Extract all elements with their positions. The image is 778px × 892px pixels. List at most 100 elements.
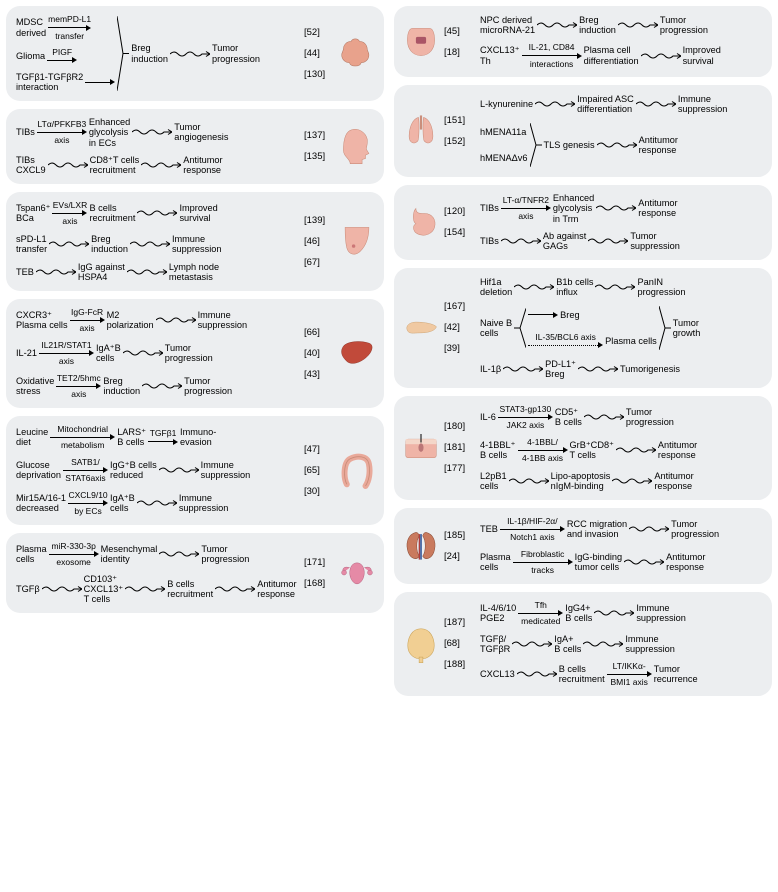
pathway-row: Hif1adeletionB1b cellsinfluxPanINprogres… [480, 276, 762, 298]
breast-icon [340, 224, 374, 258]
reference-citation: [67] [304, 257, 334, 268]
pathway-edge [596, 204, 636, 212]
pathway-node: TGFβ [16, 584, 40, 594]
pathway-edge [624, 558, 664, 566]
reference-citation: [135] [304, 151, 334, 162]
pathway-node: IL-1β [480, 364, 501, 374]
pathway-edge [170, 50, 210, 58]
pathway-row: IL-21IL21R/STAT1axisIgA⁺BcellsTumorprogr… [16, 340, 298, 367]
organ-box: TIBsLTα/PFKFB3axisEnhancedglycolysisin E… [6, 109, 384, 184]
pathway-node: L2pB1cells [480, 471, 507, 492]
pathway-edge [594, 609, 634, 617]
pathway-node: L-kynurenine [480, 99, 533, 109]
pathway-node: TIBs [16, 127, 35, 137]
pathway-node: Impaired ASCdifferentiation [577, 94, 634, 115]
pathway-row: IL-4/6/10PGE2TfhmedicatedIgG4+B cellsImm… [480, 600, 762, 627]
pathway-edge [595, 283, 635, 291]
reference-citation: [171] [304, 557, 334, 568]
pathway-row: PlasmacellsFibroblastictracksIgG-binding… [480, 549, 762, 576]
right-column: [45][18]NPC derivedmicroRNA-21Breginduct… [394, 6, 772, 696]
pathway-node: TEB [16, 267, 34, 277]
pathway-row: TIBsLTα/PFKFB3axisEnhancedglycolysisin E… [16, 117, 298, 148]
pathways-container: L-kynurenineImpaired ASCdifferentiationI… [480, 93, 762, 169]
pathway-node: B cellsrecruitment [167, 579, 213, 600]
pathway-node: 4-1BBL⁺B cells [480, 440, 516, 461]
pathways-container: TEBIL-1β/HIF-2α/Notch1 axisRCC migration… [480, 516, 762, 576]
pathways-container: CXCR3⁺Plasma cellsIgG-FcRaxisM2polarizat… [16, 307, 298, 400]
pathway-edge [137, 209, 177, 217]
uterus-icon [340, 558, 374, 587]
pathway-node: Tumorprogression [184, 376, 232, 397]
pathway-edge [132, 128, 172, 136]
pathway-node: PD-L1⁺Breg [545, 359, 576, 380]
pathways-container: PlasmacellsmiR-330-3pexosomeMesenchymali… [16, 541, 298, 605]
pathway-node: IL-4/6/10PGE2 [480, 603, 516, 624]
pathway-node: Immunesuppression [636, 603, 686, 624]
pathway-node: IL-6 [480, 412, 496, 422]
reference-citation: [47] [304, 444, 334, 455]
pathway-row: L2pB1cellsLipo-apoptosisnIgM-bindingAnti… [480, 470, 762, 492]
pathway-node: Tspan6⁺BCa [16, 203, 50, 224]
pathway-node: Improvedsurvival [683, 45, 721, 66]
pathway-node: Antitumorresponse [666, 552, 705, 573]
pathway-edge [159, 466, 199, 474]
pathway-row: CXCL13B cellsrecruitmentLT/IKKα-BMI1 axi… [480, 661, 762, 688]
reference-column: [151][152] [444, 115, 474, 147]
pathway-edge: IgG-FcRaxis [70, 307, 105, 334]
pathway-row: TIBsLT-α/TNFR2axisEnhancedglycolysisin T… [480, 193, 762, 224]
reference-citation: [39] [444, 343, 474, 354]
pathway-node: PanINprogression [637, 277, 685, 298]
pathway-node: Breginduction [91, 234, 128, 255]
pathway-edge [537, 21, 577, 29]
pathway-edge [618, 21, 658, 29]
reference-column: [167][42][39] [444, 301, 474, 354]
pathway-edge: LT/IKKα-BMI1 axis [607, 661, 652, 688]
pathway-node: Immuno-evasion [180, 427, 216, 448]
pathway-row: Tumorgrowth [673, 317, 701, 339]
pathway-node: Immunesuppression [172, 234, 222, 255]
pathway-edge: IL21R/STAT1axis [39, 340, 94, 367]
organ-box: [180][181][177]IL-6STAT3-gp130JAK2 axisC… [394, 396, 772, 500]
pathways-container: LeucinedietMitochondrialmetabolismLARS⁺B… [16, 424, 298, 517]
reference-column: [187][68][188] [444, 617, 474, 670]
pathway-row: 4-1BBL⁺B cells4-1BBL/4-1BB axisGrB⁺CD8⁺T… [480, 437, 762, 464]
pathway-row: GlucosedeprivationSATB1/STAT6axisIgG⁺B c… [16, 457, 298, 484]
pathway-edge [514, 283, 554, 291]
pathway-node: GrB⁺CD8⁺T cells [570, 440, 614, 461]
pathway-node: Glioma [16, 51, 45, 61]
pathway-edge [597, 141, 637, 149]
pathway-node: hMENAΔv6 [480, 153, 528, 163]
pathway-edge [42, 585, 82, 593]
reference-column: [66][40][43] [304, 327, 334, 380]
reference-column: [180][181][177] [444, 421, 474, 474]
reference-citation: [188] [444, 659, 474, 670]
pathway-edge: SATB1/STAT6axis [63, 457, 108, 484]
kidney-icon [404, 529, 438, 563]
pathway-node: IgG4+B cells [565, 603, 592, 624]
pathway-edge [512, 640, 552, 648]
pathways-container: TIBsLT-α/TNFR2axisEnhancedglycolysisin T… [480, 193, 762, 252]
pathway-row: NPC derivedmicroRNA-21BreginductionTumor… [480, 14, 762, 36]
reference-citation: [44] [304, 48, 334, 59]
pathway-node: Enhancedglycolysisin Trm [553, 193, 594, 224]
headneck-icon [340, 128, 374, 165]
pathway-node: Immunesuppression [625, 634, 675, 655]
pathway-node: Mir15A/16-1decreased [16, 493, 66, 514]
pathway-node: Enhancedglycolysisin ECs [89, 117, 130, 148]
pathway-row: Mir15A/16-1decreasedCXCL9/10by ECsIgA⁺Bc… [16, 490, 298, 517]
pathway-node: Lymph nodemetastasis [169, 262, 219, 283]
pathway-edge: memPD-L1transfer [48, 14, 91, 41]
pathway-node: TIBsCXCL9 [16, 155, 46, 176]
pathway-node: IgG-bindingtumor cells [575, 552, 623, 573]
pathway-node: Tumorprogression [671, 519, 719, 540]
reference-citation: [30] [304, 486, 334, 497]
pathway-edge: STAT3-gp130JAK2 axis [498, 404, 553, 431]
pathway-node: IgA+B cells [554, 634, 581, 655]
pathway-node: IgA⁺Bcells [96, 343, 121, 364]
pathway-edge [49, 240, 89, 248]
pathway-row: LeucinedietMitochondrialmetabolismLARS⁺B… [16, 424, 298, 451]
pathway-edge: Mitochondrialmetabolism [50, 424, 115, 451]
reference-citation: [167] [444, 301, 474, 312]
pathway-row: OxidativestressTET2/5hmcaxisBreginductio… [16, 373, 298, 400]
reference-citation: [181] [444, 442, 474, 453]
